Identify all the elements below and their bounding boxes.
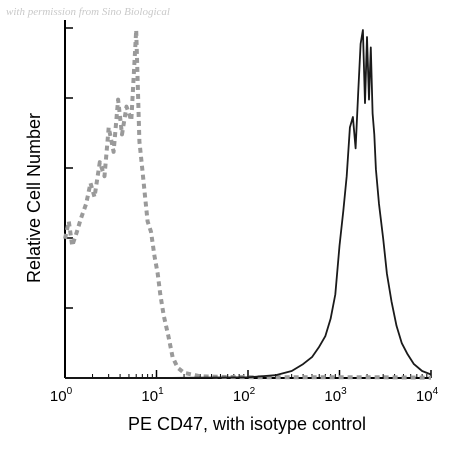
plot-frame <box>64 20 431 379</box>
x-tick-label: 101 <box>141 386 164 405</box>
x-axis-title: PE CD47, with isotype control <box>128 414 366 434</box>
y-axis-ticks <box>65 27 73 379</box>
x-tick-label: 104 <box>416 386 439 405</box>
cd47-histogram-line <box>65 29 432 379</box>
x-tick-label: 100 <box>50 386 73 405</box>
watermark-text: with permission from Sino Biological <box>6 6 170 18</box>
x-tick-label: 103 <box>324 386 347 405</box>
y-axis-title: Relative Cell Number <box>24 113 44 283</box>
series-layer <box>63 28 432 380</box>
isotype-control-line <box>63 28 432 380</box>
x-tick-label: 102 <box>233 386 256 405</box>
